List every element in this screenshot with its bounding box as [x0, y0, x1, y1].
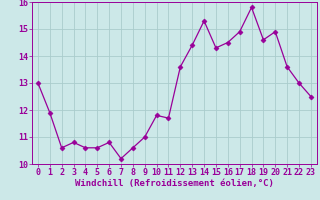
X-axis label: Windchill (Refroidissement éolien,°C): Windchill (Refroidissement éolien,°C)	[75, 179, 274, 188]
